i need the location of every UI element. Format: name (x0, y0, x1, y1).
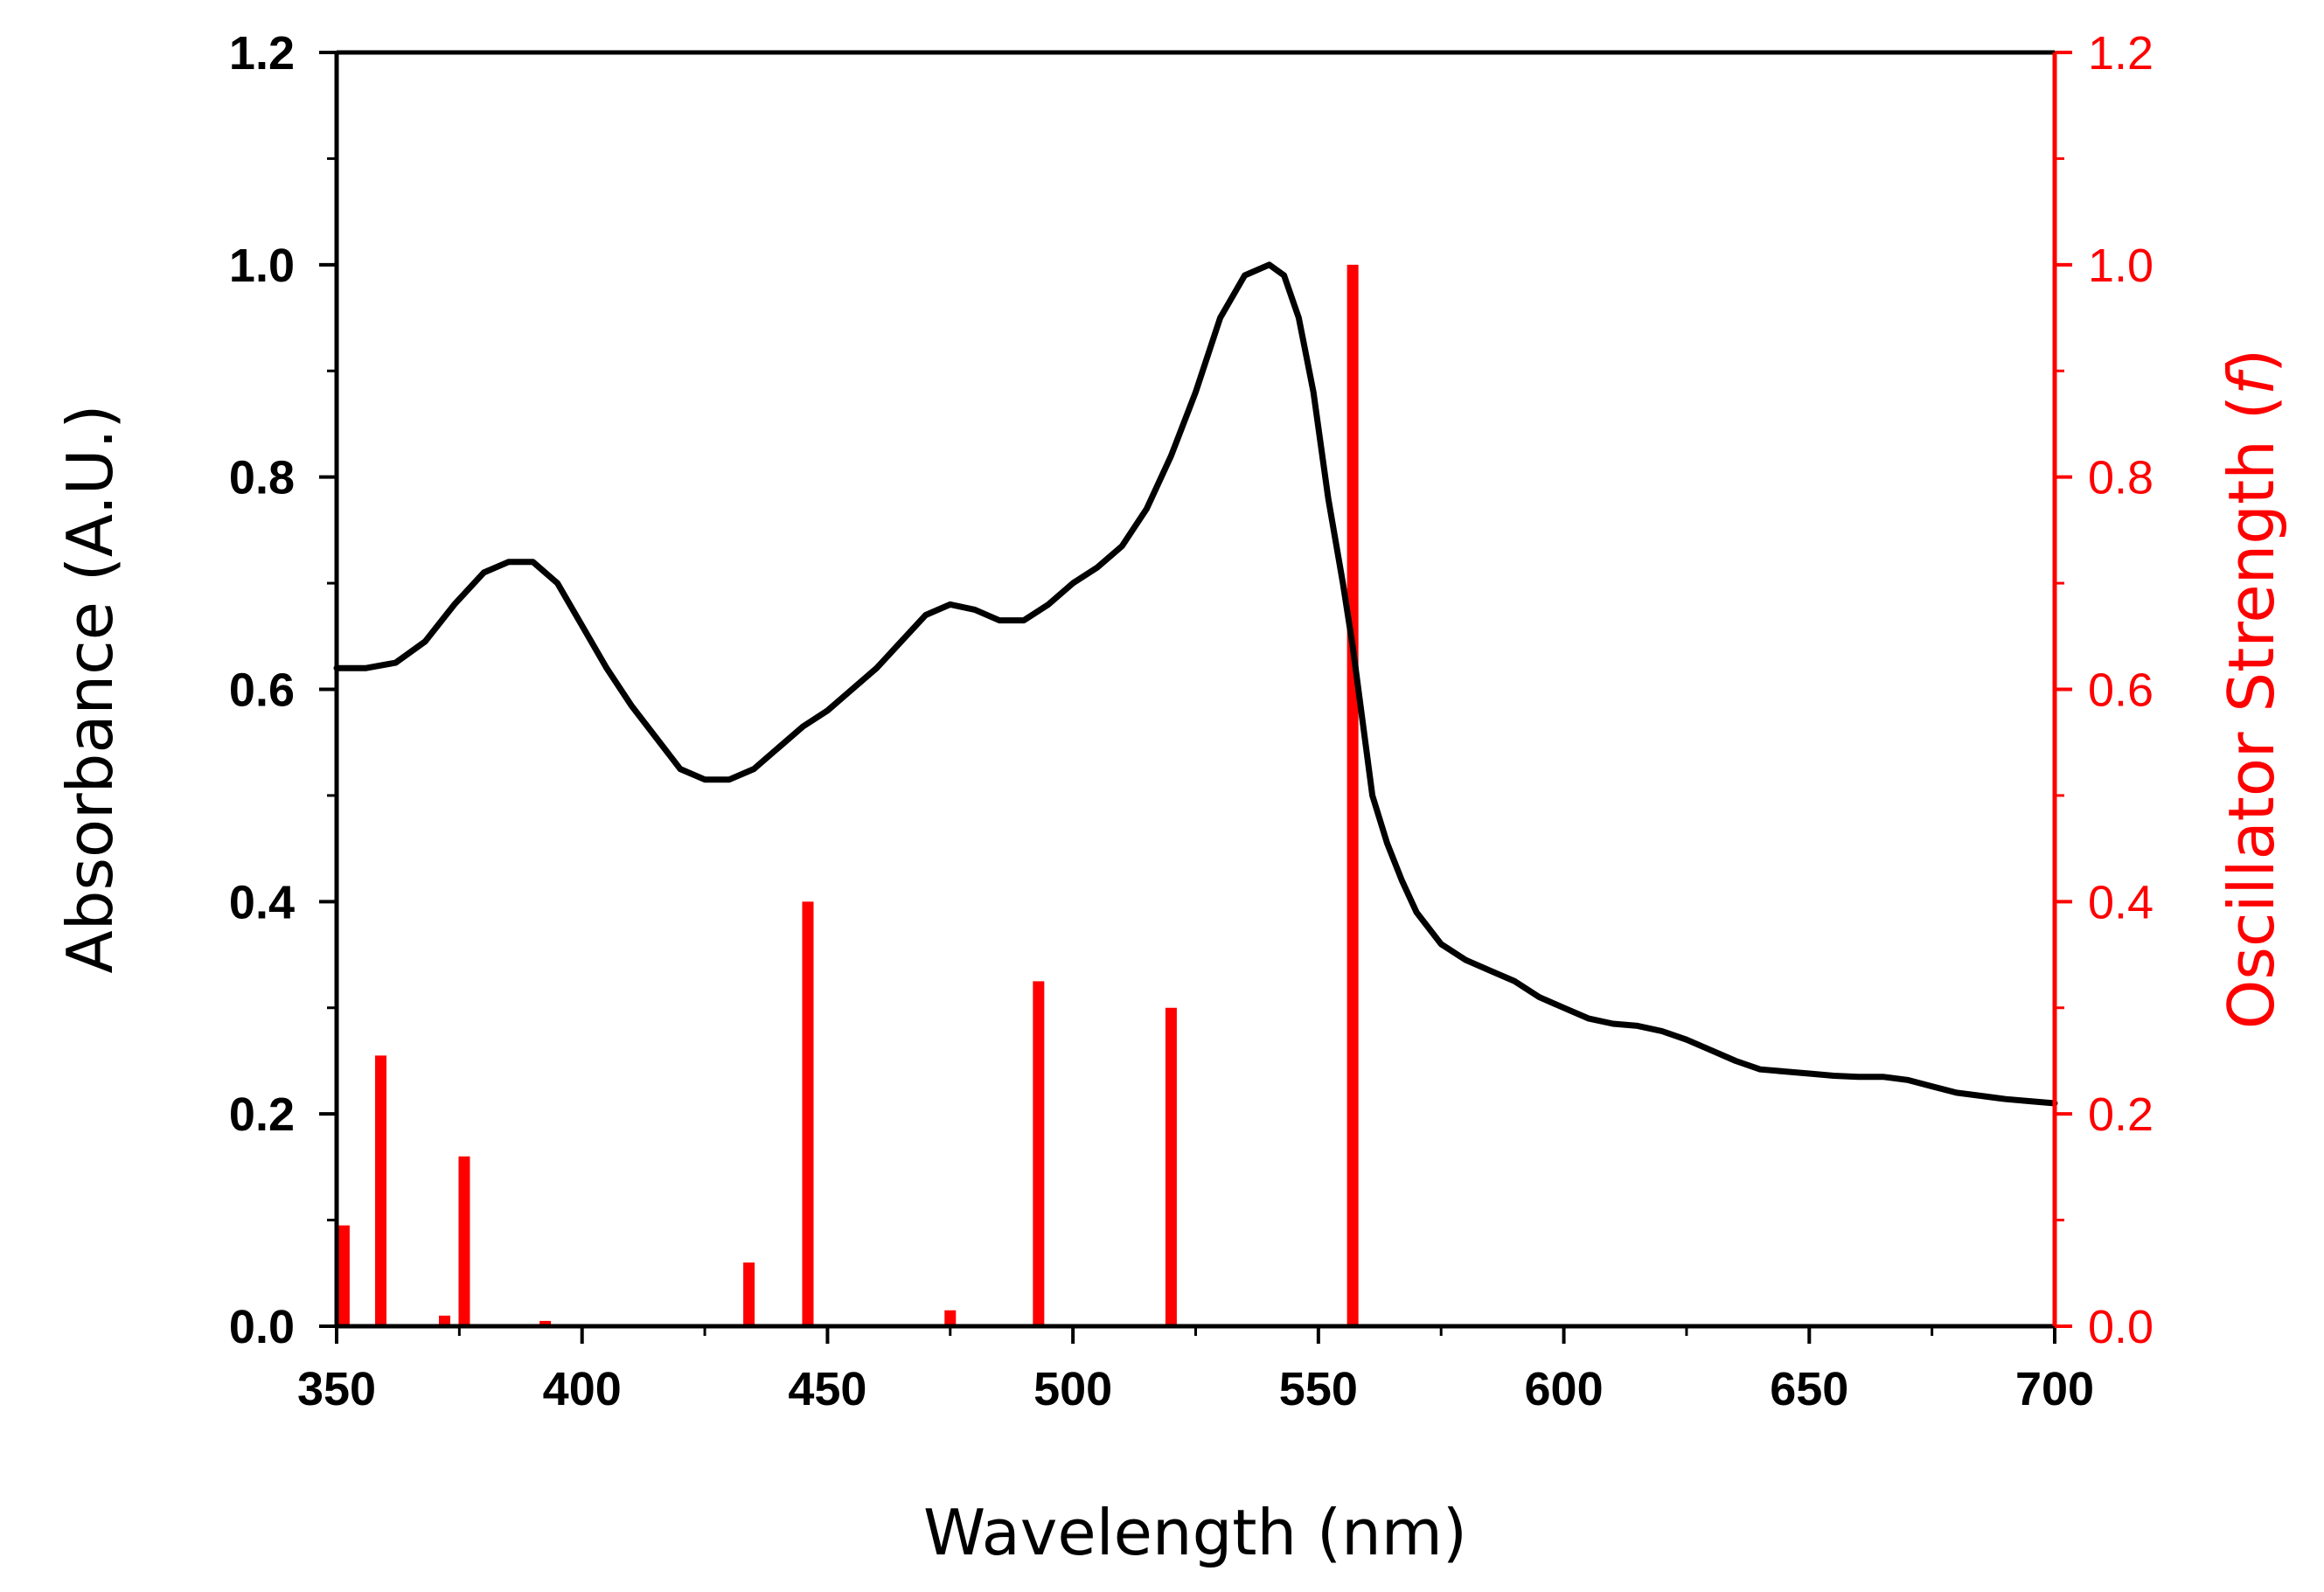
right-y-axis-title-prefix: Oscillator Strength ( (2215, 395, 2288, 1029)
left-tick-label: 0.2 (229, 1088, 295, 1141)
absorbance-line (333, 261, 2058, 1107)
x-axis-title: Wavelength (nm) (923, 1496, 1467, 1569)
left-tick-label: 1.0 (229, 240, 295, 292)
oscillator-bar (539, 1320, 552, 1326)
x-tick-label: 600 (1525, 1363, 1604, 1415)
x-tick-label: 500 (1033, 1363, 1112, 1415)
right-tick-label: 0.4 (2088, 876, 2154, 928)
oscillator-bar (802, 901, 814, 1326)
left-tick-label: 0.0 (229, 1301, 295, 1353)
right-tick-label: 0.6 (2088, 664, 2154, 717)
right-y-axis-title: Oscillator Strength (f) (2215, 349, 2288, 1030)
oscillator-bar (1346, 264, 1359, 1326)
left-tick-label: 0.4 (229, 876, 295, 928)
tick-labels: 350 400 450 500 550 600 650 700 0.0 0.2 0.4 0.6 0.8 1… (229, 27, 2154, 1415)
absorbance-series (333, 261, 2058, 1107)
right-tick-label: 1.0 (2088, 240, 2154, 292)
oscillator-bar (375, 1055, 387, 1326)
right-tick-label: 0.0 (2088, 1301, 2154, 1353)
axes (334, 50, 2057, 1329)
left-tick-label: 0.8 (229, 452, 295, 504)
left-tick-label: 0.6 (229, 664, 295, 717)
x-tick-label: 550 (1279, 1363, 1358, 1415)
oscillator-bar (337, 1225, 350, 1326)
right-tick-label: 1.2 (2088, 27, 2154, 80)
right-tick-label: 0.2 (2088, 1088, 2154, 1141)
oscillator-bar (743, 1262, 755, 1326)
left-tick-label: 1.2 (229, 27, 295, 80)
right-y-axis-title-suffix: ) (2215, 349, 2288, 373)
oscillator-strength-sticks (337, 264, 1359, 1326)
left-y-axis-title: Absorbance (A.U.) (53, 405, 127, 974)
x-tick-label: 400 (543, 1363, 622, 1415)
oscillator-bar (458, 1156, 470, 1326)
right-tick-label: 0.8 (2088, 452, 2154, 504)
oscillator-bar (1033, 981, 1045, 1326)
oscillator-bar (944, 1310, 957, 1326)
oscillator-bar (439, 1315, 451, 1326)
x-tick-label: 700 (2015, 1363, 2094, 1415)
oscillator-bar (1165, 1007, 1177, 1326)
x-tick-label: 650 (1770, 1363, 1848, 1415)
axis-ticks (319, 51, 2072, 1344)
x-tick-label: 350 (297, 1363, 376, 1415)
x-tick-label: 450 (788, 1363, 866, 1415)
